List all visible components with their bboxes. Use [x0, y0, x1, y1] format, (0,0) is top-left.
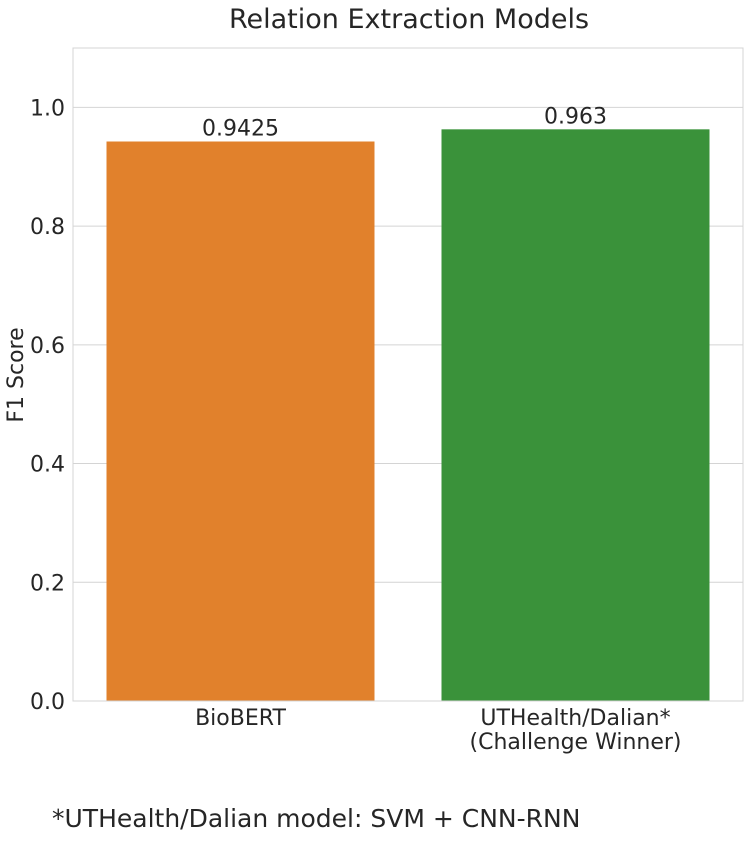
y-tick-label: 0.4 [30, 453, 65, 478]
chart-title: Relation Extraction Models [229, 4, 589, 35]
x-tick-label: UTHealth/Dalian* [480, 706, 670, 731]
x-tick-label: BioBERT [195, 706, 286, 731]
bar-value-labels: 0.9425 0.963 [202, 104, 607, 141]
bar [441, 129, 710, 701]
y-tick-label: 0.2 [30, 571, 65, 596]
y-axis-label: F1 Score [4, 327, 29, 422]
footnote: *UTHealth/Dalian model: SVM + CNN-RNN [52, 804, 580, 833]
x-tick-label: (Challenge Winner) [470, 730, 682, 755]
bar [106, 141, 375, 701]
x-axis-ticks: BioBERT UTHealth/Dalian*(Challenge Winner… [195, 706, 681, 755]
y-tick-label: 0.6 [30, 334, 65, 359]
plot-frame [72, 47, 744, 702]
y-axis-ticks: 0.0 0.2 0.4 0.6 0.8 1.0 [30, 96, 65, 715]
y-tick-label: 0.0 [30, 690, 65, 715]
bar-value-label: 0.963 [544, 104, 607, 129]
bars [106, 129, 710, 701]
y-tick-label: 0.8 [30, 215, 65, 240]
y-tick-label: 1.0 [30, 96, 65, 121]
bar-value-label: 0.9425 [202, 116, 279, 141]
